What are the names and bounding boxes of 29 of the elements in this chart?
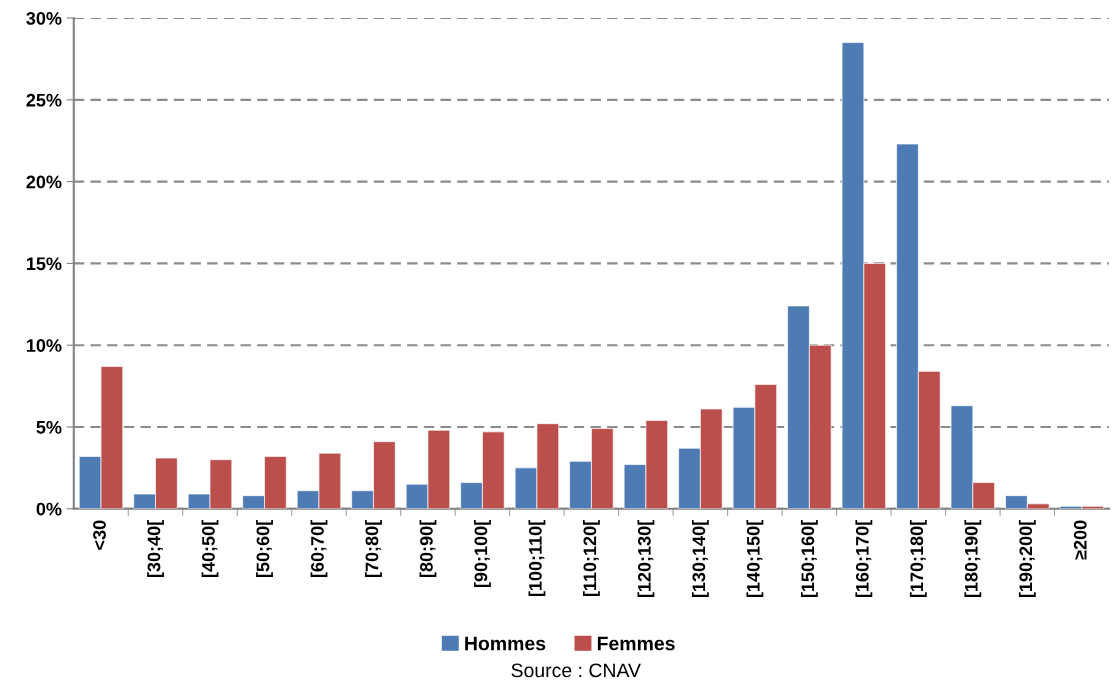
x-tick-label: [90;100[ (474, 520, 491, 588)
x-tick-label: [110;120[ (583, 520, 600, 597)
x-tick-label: <30 (93, 520, 106, 550)
x-tick-label: [130;140[ (691, 520, 709, 598)
legend-label: Hommes (465, 636, 546, 651)
y-tick-label: 0% (36, 502, 62, 516)
x-tick-label: [100;110[ (528, 520, 546, 597)
x-tick-label: [140;150[ (746, 520, 764, 598)
x-tick-label: ≥200 (1073, 520, 1087, 560)
x-tick-label: [60;70[ (310, 520, 328, 578)
x-tick-label: [150;160[ (800, 520, 818, 598)
y-tick-label: 30% (26, 12, 62, 25)
x-tick-label: [50;60[ (256, 520, 273, 578)
y-tick-label: 10% (26, 339, 62, 352)
x-tick-label: [120;130[ (637, 520, 655, 598)
x-tick-label: [40;50[ (201, 520, 219, 578)
legend-label: Femmes (597, 636, 675, 651)
x-tick-label: [180;190[ (964, 520, 982, 598)
y-tick-label: 25% (26, 93, 62, 107)
x-tick-label: [190;200[ (1018, 520, 1036, 598)
x-tick-label: [30;40[ (147, 520, 164, 578)
y-tick-label: 20% (26, 175, 62, 189)
x-tick-label: [80;90[ (419, 520, 437, 578)
x-tick-label: [70;80[ (365, 520, 382, 578)
source-note: Source : CNAV (511, 663, 641, 678)
x-tick-label: [160;170[ (855, 520, 873, 598)
y-tick-label: 15% (26, 257, 62, 271)
x-tick-label: [170;180[ (909, 520, 927, 598)
y-tick-label: 5% (36, 420, 62, 434)
